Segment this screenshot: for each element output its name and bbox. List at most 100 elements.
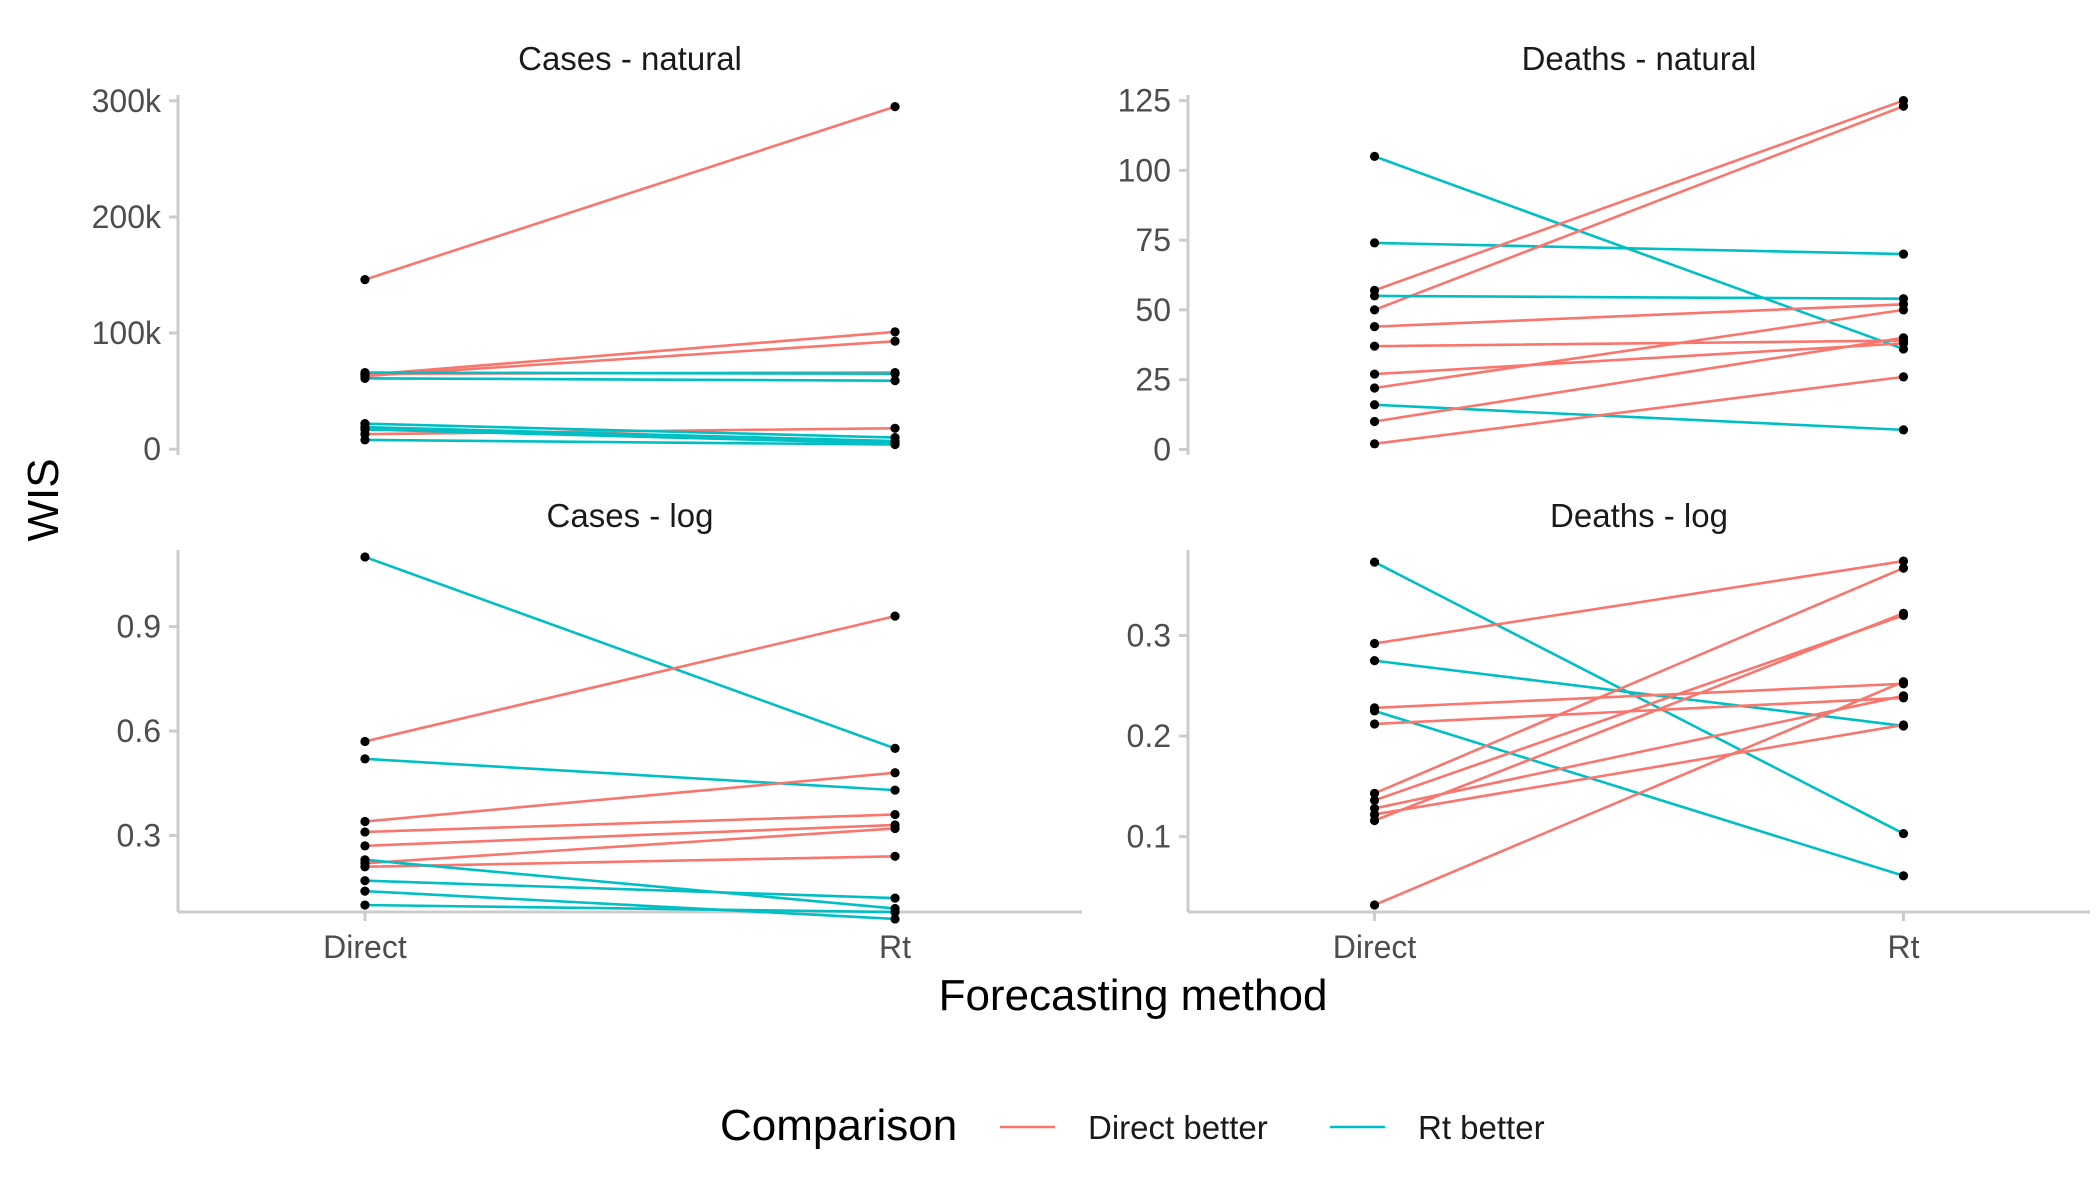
point-direct [360,876,370,886]
point-direct [1369,238,1380,248]
point-rt [890,102,900,112]
point-direct [1369,706,1380,716]
point-rt [1898,691,1909,701]
chart-panels: Cases - natural 0 100k 200k 300k Deaths - nat… [92,40,2090,965]
slope-line-direct-better [1373,342,1905,376]
point-rt [1898,563,1909,573]
slope-line-rt-better [1373,560,1905,835]
point-direct [360,754,370,764]
slope-line-direct-better [1373,104,1905,312]
point-rt [1898,101,1909,111]
y-tick-label: 0 [1153,431,1171,467]
panel-cases-log: Cases - log Direct Rt 0.3 0.6 0.9 [117,497,1082,965]
series-lines [363,105,897,446]
point-direct [360,424,370,435]
slope-line-direct-better [1373,682,1905,710]
point-direct [360,862,370,872]
point-direct [360,275,370,285]
slope-line-rt-better [363,377,897,382]
point-rt [1898,828,1909,839]
point-direct [1369,638,1380,649]
point-direct [1369,788,1380,798]
slope-line-direct-better [1373,336,1905,423]
y-tick-label: 25 [1135,362,1171,398]
point-direct [1369,815,1380,826]
legend-label: Direct better [1088,1109,1268,1146]
x-axis-title: Forecasting method [939,971,1328,1020]
y-tick-label: 300k [92,83,162,119]
y-tick-label: 100k [92,315,162,351]
point-rt [1898,372,1909,382]
series-lines [1373,99,1905,446]
point-rt [890,907,900,917]
y-tick-label: 75 [1135,222,1171,258]
point-direct [360,373,370,383]
y-tick-label: 200k [92,199,162,235]
point-rt [890,743,900,754]
point-rt [1898,305,1909,315]
point-rt [1898,677,1909,687]
slope-line-rt-better [363,903,897,914]
point-rt [1898,720,1909,730]
point-rt [1898,333,1909,343]
slope-line-direct-better [363,823,897,848]
point-rt [890,336,900,346]
point-rt [1898,608,1909,618]
y-tick-label: 0.3 [117,817,161,853]
data-points [360,552,900,924]
panel-title: Cases - natural [518,40,742,77]
point-rt [890,914,900,924]
panel-cases-natural: Cases - natural 0 100k 200k 300k [92,40,900,467]
y-tick-label: 50 [1135,292,1171,328]
panel-title: Deaths - natural [1522,40,1757,77]
slope-line-direct-better [363,827,897,865]
legend-title: Comparison [720,1101,957,1150]
point-direct [360,841,370,851]
point-direct [1369,151,1380,161]
y-tick-label: 0.2 [1127,718,1171,754]
point-direct [360,816,370,827]
point-direct [1369,400,1380,410]
panel-deaths-log: Deaths - log Direct Rt 0.1 0.2 0.3 [1127,497,2090,965]
point-direct [360,435,370,445]
slope-line-rt-better [363,371,897,376]
point-rt [890,893,900,903]
slope-line-rt-better [363,757,897,792]
point-direct [360,552,370,562]
slope-line-direct-better [363,813,897,834]
slope-line-direct-better [1373,566,1905,795]
slope-line-rt-better [363,858,897,910]
point-direct [1369,719,1380,729]
point-rt [890,376,900,386]
slope-line-direct-better [1373,680,1905,907]
y-tick-label: 0.6 [117,713,161,749]
point-direct [1369,291,1380,301]
slope-line-direct-better [1373,696,1905,726]
data-points [1369,556,1909,910]
point-rt [890,823,900,834]
legend-item-rt-better: Rt better [1330,1109,1545,1146]
point-direct [360,736,370,747]
slope-line-rt-better [1373,294,1905,301]
point-rt [890,809,900,820]
slope-line-rt-better [363,422,897,439]
point-rt [890,611,900,621]
slope-line-direct-better [363,105,897,281]
y-tick-label: 0.1 [1127,819,1171,855]
point-direct [1369,383,1380,393]
y-tick-label: 100 [1118,152,1171,188]
slope-line-direct-better [1373,308,1905,390]
panel-title: Cases - log [547,497,714,534]
slope-line-direct-better [1373,99,1905,292]
point-direct [360,900,370,910]
slope-line-direct-better [363,330,897,377]
slope-line-rt-better [363,879,897,900]
point-rt [890,851,900,861]
series-lines [1373,559,1905,907]
slope-line-rt-better [363,438,897,446]
x-tick-label: Direct [323,929,407,965]
point-direct [1369,322,1380,332]
point-rt [1898,556,1909,566]
point-rt [1898,249,1909,259]
point-direct [360,827,370,837]
